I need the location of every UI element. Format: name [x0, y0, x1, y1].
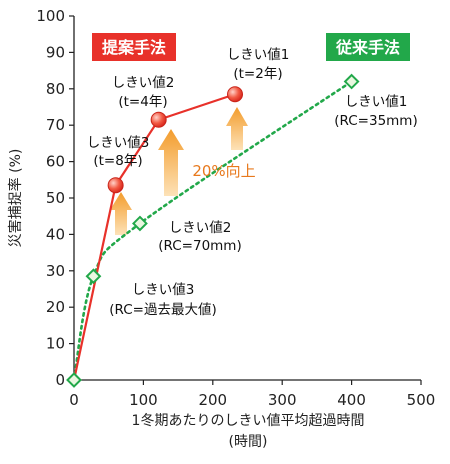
y-tick-label: 60: [46, 153, 65, 171]
up-arrow-3: [226, 107, 248, 150]
legend-proposed-label: 提案手法: [102, 38, 166, 57]
data-point-proposed: [227, 86, 244, 103]
improvement-label: 20%向上: [192, 162, 255, 180]
annotation-conventional-1-line2: (RC=35mm): [334, 113, 417, 129]
legend-conventional: 従来手法: [326, 33, 410, 61]
x-tick-label: 100: [129, 391, 158, 409]
y-tick-label: 50: [46, 189, 65, 207]
annotation-proposed-1-line1: しきい値1: [227, 47, 290, 63]
annotation-conventional-2-line1: しきい値2: [169, 220, 232, 236]
y-tick-label: 90: [46, 43, 65, 61]
x-axis-unit: (時間): [229, 434, 268, 450]
y-axis-ticks: 0 10 20 30 40 50 60 70 80 90 100: [36, 7, 74, 389]
data-point-conventional: [66, 372, 82, 388]
y-tick-label: 30: [46, 262, 65, 280]
annotation-conventional-3-line2: (RC=過去最大値): [109, 302, 216, 318]
annotation-conventional-2-line2: (RC=70mm): [158, 238, 241, 254]
x-axis-title: 1冬期あたりのしきい値平均超過時間: [132, 413, 365, 429]
data-point-conventional: [343, 73, 360, 90]
x-axis-ticks: 0 100 200 300 400 500: [69, 380, 435, 409]
data-point-conventional: [85, 268, 102, 285]
y-tick-label: 10: [46, 335, 65, 353]
annotation-proposed-3-line1: しきい値3: [87, 135, 150, 151]
data-point-proposed: [150, 111, 167, 128]
legend-conventional-label: 従来手法: [335, 38, 400, 57]
x-tick-label: 500: [407, 391, 436, 409]
y-tick-label: 80: [46, 80, 65, 98]
annotation-proposed-1-line2: (t=2年): [233, 66, 282, 82]
x-tick-label: 400: [337, 391, 366, 409]
data-point-proposed: [107, 177, 124, 194]
annotation-conventional-3-line1: しきい値3: [132, 282, 195, 298]
x-tick-label: 0: [69, 391, 79, 409]
annotation-conventional-1-line1: しきい値1: [345, 94, 408, 110]
series-markers: [66, 73, 360, 388]
x-tick-label: 300: [268, 391, 297, 409]
annotation-proposed-2-line2: (t=4年): [118, 94, 167, 110]
x-tick-label: 200: [198, 391, 227, 409]
up-arrow-2: [158, 129, 184, 196]
y-tick-label: 70: [46, 116, 65, 134]
y-tick-label: 0: [55, 371, 65, 389]
y-tick-label: 40: [46, 225, 65, 243]
up-arrow-1: [110, 192, 132, 235]
series-line-conventional: [72, 80, 353, 382]
y-axis-title: 災害捕捉率 (%): [7, 149, 24, 248]
annotation-proposed-2-line1: しきい値2: [112, 75, 175, 91]
legend-proposed: 提案手法: [92, 33, 176, 61]
data-point-conventional: [132, 215, 148, 232]
legend-proposed-badge: [92, 33, 176, 61]
improvement-arrows: [110, 107, 248, 235]
annotation-proposed-3-line2: (t=8年): [93, 153, 142, 169]
y-tick-label: 20: [46, 298, 65, 316]
y-tick-label: 100: [36, 7, 65, 25]
legend-conventional-badge: [326, 33, 410, 61]
